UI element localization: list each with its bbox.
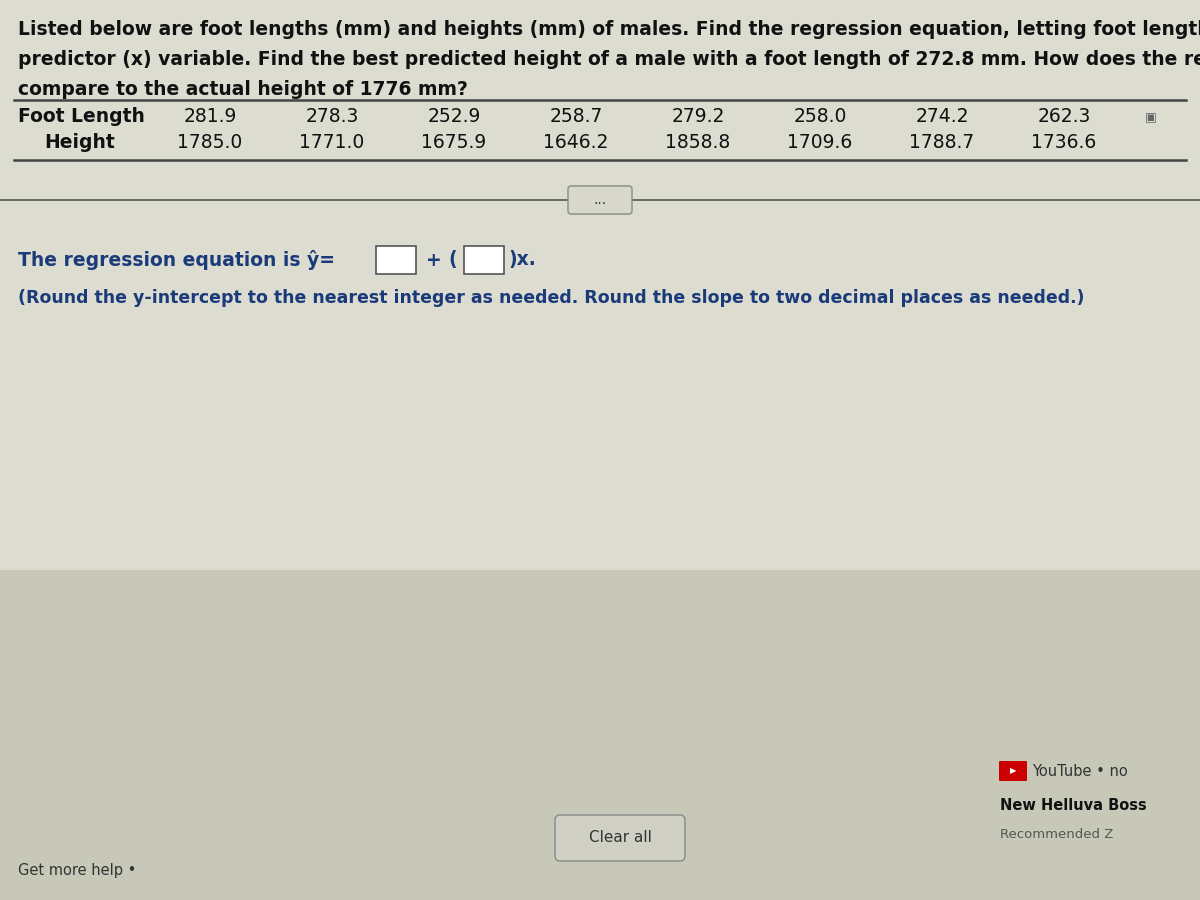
Text: 258.0: 258.0 xyxy=(793,107,847,127)
Text: 279.2: 279.2 xyxy=(671,107,725,127)
Bar xyxy=(376,246,416,274)
Bar xyxy=(0,570,1200,900)
Text: New Helluva Boss: New Helluva Boss xyxy=(1000,797,1147,813)
Text: 252.9: 252.9 xyxy=(427,107,481,127)
Text: 274.2: 274.2 xyxy=(916,107,968,127)
Text: compare to the actual height of 1776 mm?: compare to the actual height of 1776 mm? xyxy=(18,80,468,99)
Text: ▶: ▶ xyxy=(1009,767,1016,776)
FancyBboxPatch shape xyxy=(554,815,685,861)
Text: Get more help •: Get more help • xyxy=(18,862,137,878)
Text: )x.: )x. xyxy=(508,250,535,269)
Text: 1675.9: 1675.9 xyxy=(421,132,487,151)
Text: 281.9: 281.9 xyxy=(184,107,236,127)
Text: YouTube • no: YouTube • no xyxy=(1032,763,1128,778)
Text: 278.3: 278.3 xyxy=(305,107,359,127)
Text: ▣: ▣ xyxy=(1145,111,1157,123)
Text: Height: Height xyxy=(44,132,115,151)
FancyBboxPatch shape xyxy=(998,761,1027,781)
Text: 1709.6: 1709.6 xyxy=(787,132,853,151)
Text: 1788.7: 1788.7 xyxy=(910,132,974,151)
Text: (Round the y-intercept to the nearest integer as needed. Round the slope to two : (Round the y-intercept to the nearest in… xyxy=(18,289,1085,307)
Text: Recommended Z: Recommended Z xyxy=(1000,829,1114,842)
Text: 1736.6: 1736.6 xyxy=(1031,132,1097,151)
Text: The regression equation is ŷ=: The regression equation is ŷ= xyxy=(18,250,335,270)
Text: 1771.0: 1771.0 xyxy=(299,132,365,151)
Text: 258.7: 258.7 xyxy=(550,107,602,127)
Text: Clear all: Clear all xyxy=(588,831,652,845)
Text: +: + xyxy=(426,250,442,269)
Bar xyxy=(464,246,504,274)
Text: (: ( xyxy=(448,250,457,269)
Bar xyxy=(0,0,1200,570)
Text: 262.3: 262.3 xyxy=(1037,107,1091,127)
Text: 1858.8: 1858.8 xyxy=(665,132,731,151)
Text: 1646.2: 1646.2 xyxy=(544,132,608,151)
Text: Listed below are foot lengths (mm) and heights (mm) of males. Find the regressio: Listed below are foot lengths (mm) and h… xyxy=(18,20,1200,39)
FancyBboxPatch shape xyxy=(568,186,632,214)
Text: Foot Length: Foot Length xyxy=(18,107,145,127)
Text: ...: ... xyxy=(594,193,606,207)
Text: predictor (x) variable. Find the best predicted height of a male with a foot len: predictor (x) variable. Find the best pr… xyxy=(18,50,1200,69)
Text: 1785.0: 1785.0 xyxy=(178,132,242,151)
